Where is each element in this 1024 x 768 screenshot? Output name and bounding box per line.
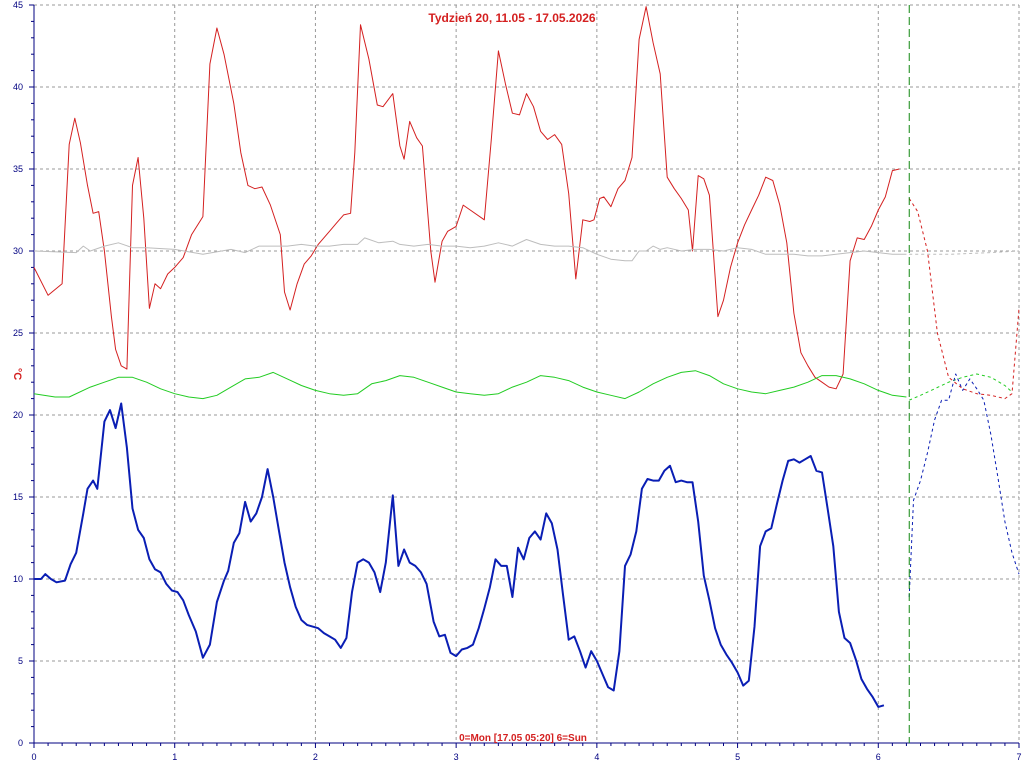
data-series (33, 6, 1020, 708)
y-axis-label: °C (11, 368, 23, 380)
series-line-7 (908, 373, 1020, 598)
x-tick-label: 0 (31, 752, 36, 762)
series-line-2 (33, 237, 907, 262)
x-tick-label: 7 (1016, 752, 1021, 762)
tick-marks (29, 4, 1020, 748)
y-tick-label: 40 (13, 82, 23, 92)
grid-lines (34, 4, 1020, 743)
x-tick-label: 4 (594, 752, 599, 762)
y-tick-label: 20 (13, 410, 23, 420)
x-axis-label: 0=Mon [17.05 05:20] 6=Sun (459, 733, 587, 744)
y-tick-label: 15 (13, 492, 23, 502)
y-tick-label: 0 (18, 738, 23, 748)
x-tick-label: 3 (454, 752, 459, 762)
x-tick-label: 6 (876, 752, 881, 762)
series-line-3 (909, 250, 1020, 255)
series-line-4 (33, 370, 907, 400)
x-tick-label: 2 (313, 752, 318, 762)
x-tick-label: 5 (735, 752, 740, 762)
series-line-5 (909, 373, 1013, 401)
y-tick-label: 35 (13, 164, 23, 174)
x-tick-label: 1 (172, 752, 177, 762)
y-tick-label: 5 (18, 656, 23, 666)
series-line-1 (908, 198, 1020, 400)
y-tick-label: 10 (13, 574, 23, 584)
y-tick-label: 45 (13, 0, 23, 10)
series-line-6 (34, 402, 885, 708)
series-line-0 (33, 6, 900, 390)
chart-title: Tydzień 20, 11.05 - 17.05.2026 (428, 11, 596, 25)
y-tick-label: 30 (13, 246, 23, 256)
y-tick-label: 25 (13, 328, 23, 338)
